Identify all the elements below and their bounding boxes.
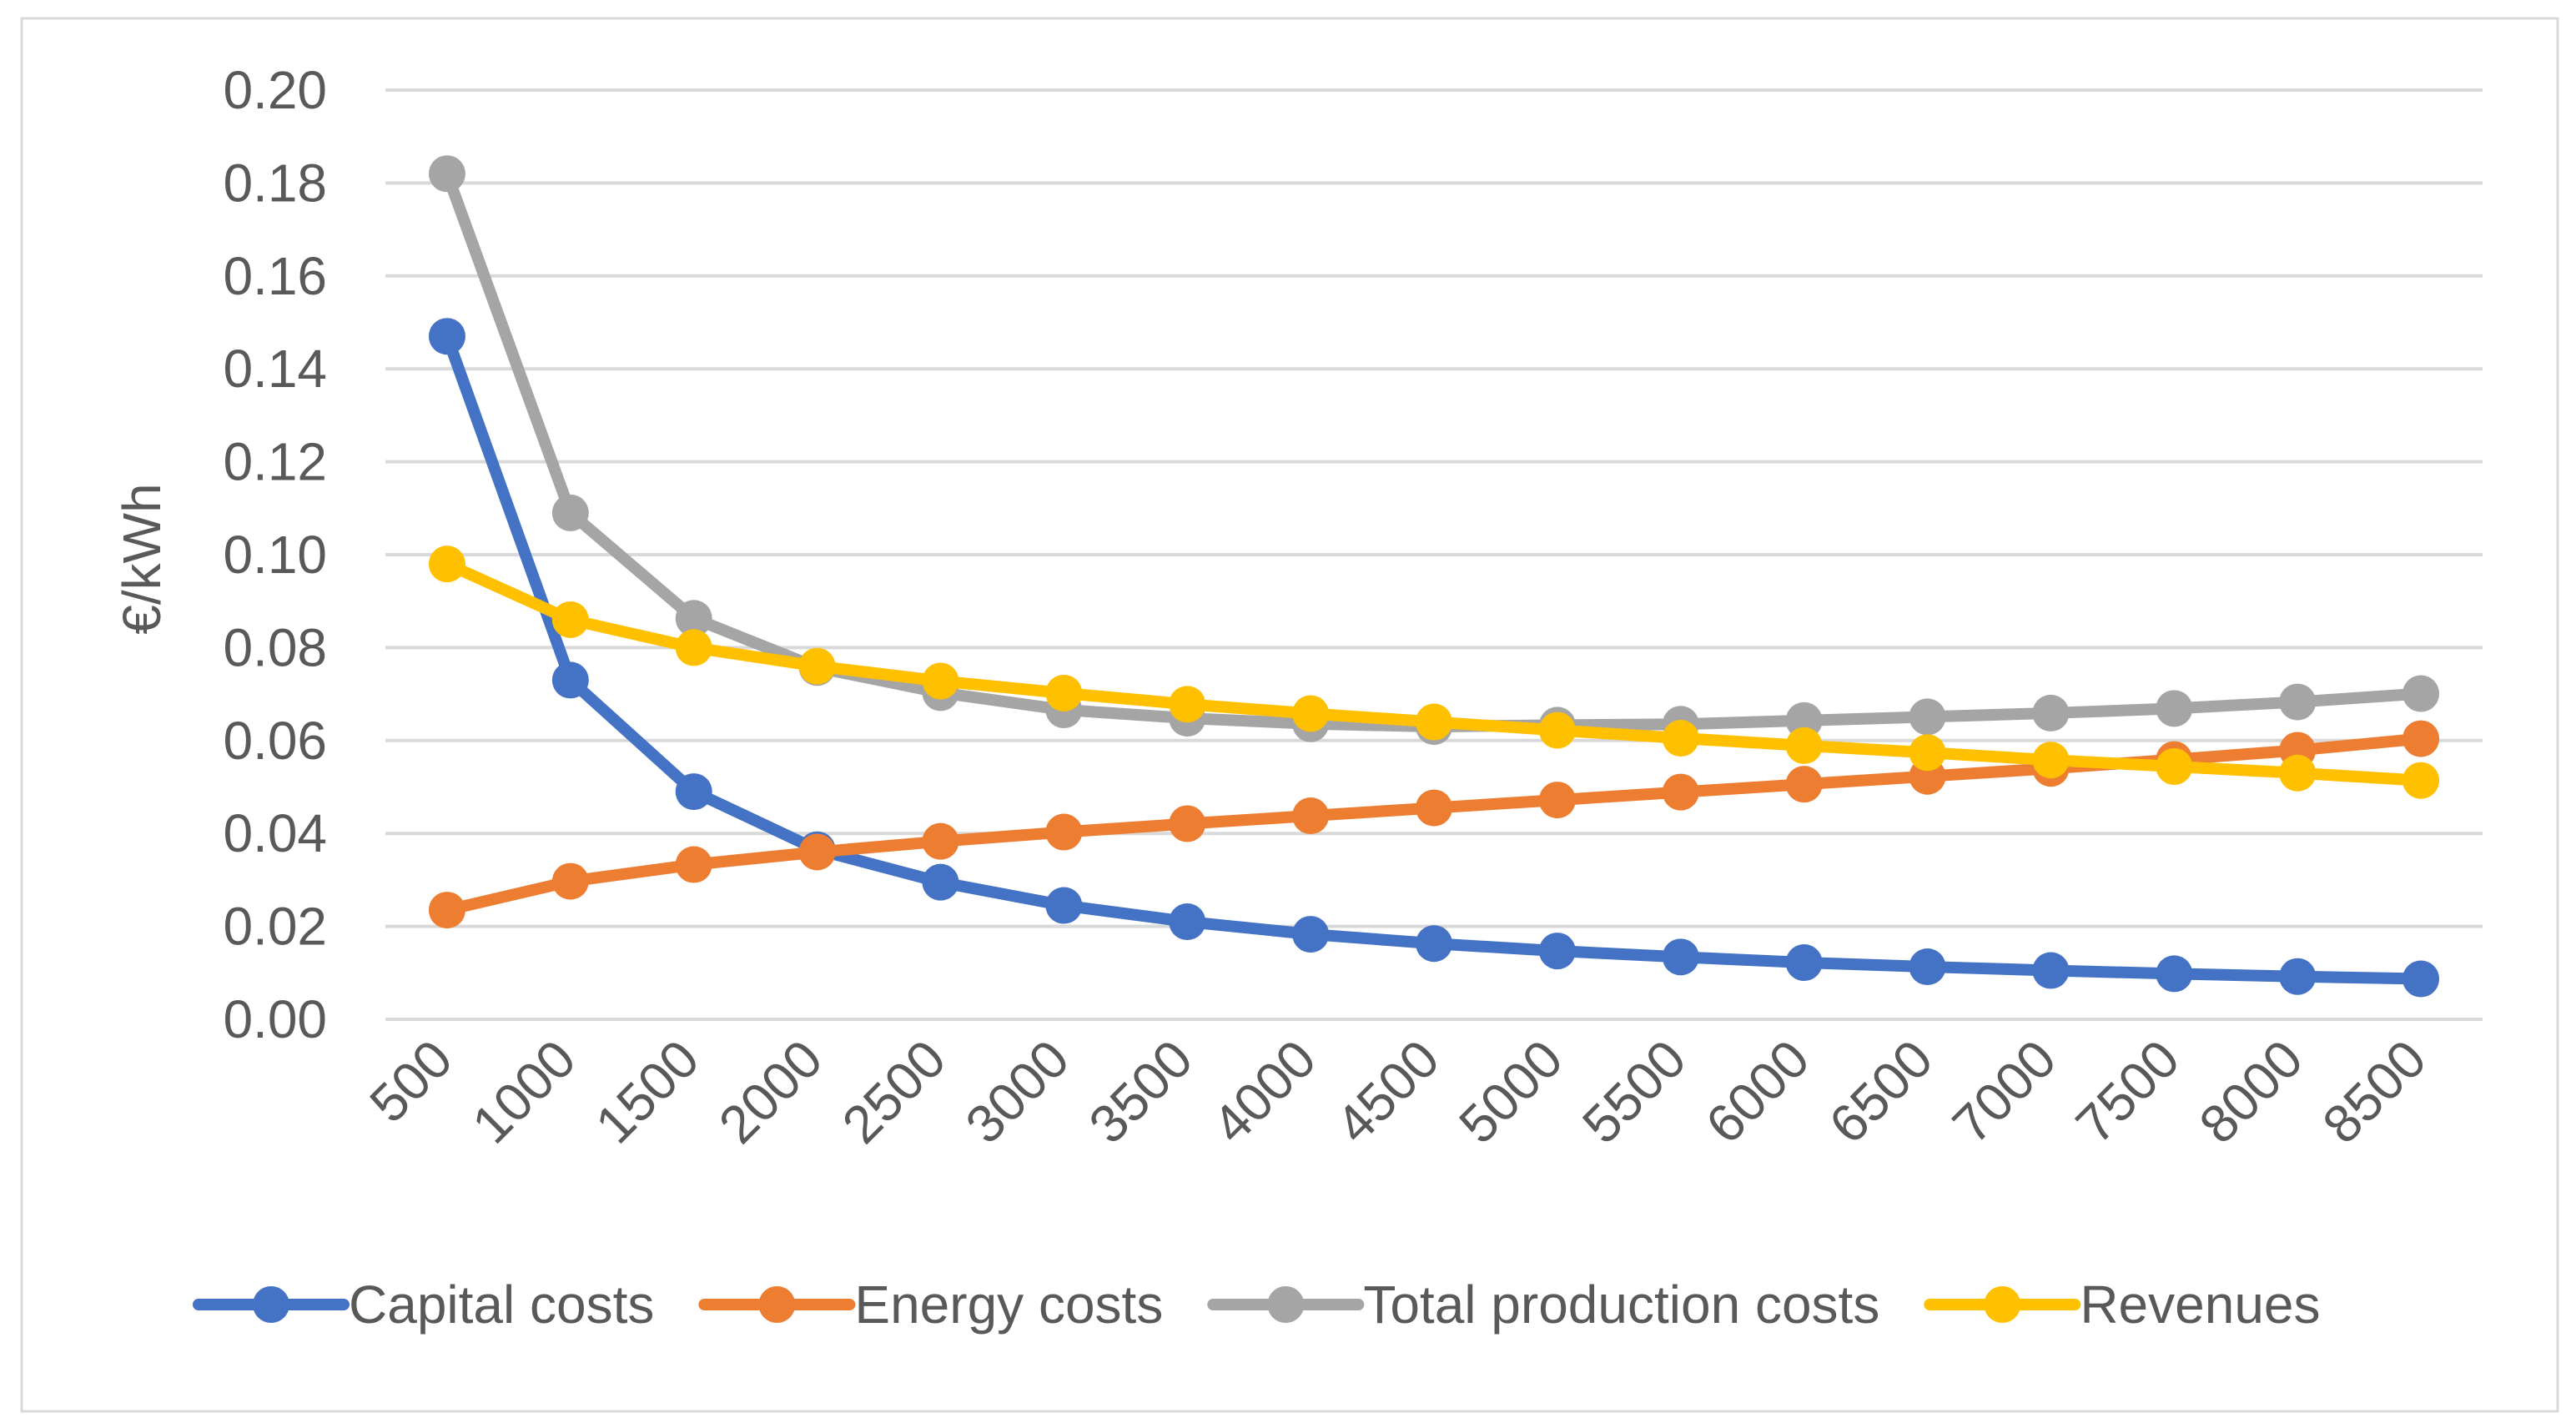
data-point <box>2156 747 2193 785</box>
data-point <box>675 773 712 811</box>
y-tick-label: 0.02 <box>223 897 327 957</box>
data-point <box>2032 952 2070 989</box>
data-point <box>1416 703 1452 741</box>
data-point <box>2402 960 2440 998</box>
legend-label: Revenues <box>2080 1275 2320 1335</box>
y-axis-ticks: 0.00 0.02 0.04 0.06 0.08 0.10 0.12 0.14 0.16 0.18… <box>223 60 327 1049</box>
data-point <box>2156 690 2193 727</box>
legend-label: Total production costs <box>1363 1275 1879 1335</box>
series-revenues <box>428 546 2440 799</box>
legend-swatch-marker <box>758 1286 796 1323</box>
data-point <box>1662 720 1699 757</box>
data-point <box>1045 887 1083 924</box>
y-tick-label: 0.08 <box>223 617 327 677</box>
data-point <box>1785 701 1823 739</box>
data-point <box>1538 782 1576 819</box>
y-tick-label: 0.14 <box>223 339 327 399</box>
data-point <box>798 833 836 871</box>
y-tick-label: 0.00 <box>223 989 327 1049</box>
plot-area <box>428 155 2440 998</box>
legend-item: Capital costs <box>193 1275 654 1335</box>
y-tick-label: 0.16 <box>223 246 327 306</box>
y-tick-label: 0.10 <box>223 525 327 585</box>
data-point <box>1292 916 1330 953</box>
data-point <box>1785 727 1823 764</box>
data-point <box>2279 683 2317 721</box>
legend-swatch-marker <box>1267 1286 1305 1323</box>
data-point <box>1416 925 1452 963</box>
data-point <box>1909 734 1946 772</box>
data-point <box>2402 762 2440 799</box>
y-tick-label: 0.12 <box>223 432 327 492</box>
data-point <box>428 155 465 193</box>
data-point <box>2402 720 2440 757</box>
legend-item: Energy costs <box>698 1275 1163 1335</box>
y-tick-label: 0.18 <box>223 153 327 213</box>
data-point <box>1785 766 1823 803</box>
data-point <box>1662 938 1699 976</box>
data-point <box>1662 773 1699 811</box>
legend-swatch-marker <box>253 1286 289 1323</box>
data-point <box>1416 789 1452 827</box>
data-point <box>798 647 836 685</box>
data-point <box>1045 813 1083 851</box>
legend-item: Total production costs <box>1207 1275 1879 1335</box>
data-point <box>2032 742 2070 779</box>
data-point <box>675 846 712 883</box>
data-point <box>428 546 465 583</box>
data-point <box>1909 698 1946 736</box>
data-point <box>2279 754 2317 792</box>
data-point <box>1292 695 1330 732</box>
legend-label: Energy costs <box>854 1275 1163 1335</box>
legend: Capital costs Energy costs Total productio… <box>193 1275 2321 1335</box>
data-point <box>551 601 589 638</box>
data-point <box>1785 944 1823 982</box>
data-point <box>551 862 589 900</box>
data-point <box>1169 686 1206 723</box>
data-point <box>428 318 465 355</box>
legend-label: Capital costs <box>349 1275 654 1335</box>
series-capital-costs <box>428 318 2440 998</box>
data-point <box>2279 958 2317 995</box>
data-point <box>675 629 712 666</box>
y-tick-label: 0.06 <box>223 711 327 771</box>
data-point <box>1169 805 1206 842</box>
data-point <box>922 662 959 700</box>
data-point <box>551 494 589 531</box>
data-point <box>1169 903 1206 941</box>
y-tick-label: 0.04 <box>223 803 327 863</box>
legend-swatch-marker <box>1984 1286 2021 1323</box>
data-point <box>1909 948 1946 986</box>
data-point <box>2156 955 2193 993</box>
y-tick-label: 0.20 <box>223 60 327 120</box>
data-point <box>922 822 959 860</box>
data-point <box>2032 694 2070 732</box>
y-axis-label: €/kWh <box>112 483 172 634</box>
gridlines <box>385 88 2483 1021</box>
legend-item: Revenues <box>1924 1275 2321 1335</box>
data-point <box>428 892 465 929</box>
data-point <box>922 863 959 901</box>
data-point <box>1538 933 1576 970</box>
data-point <box>1045 674 1083 711</box>
data-point <box>551 661 589 699</box>
data-point <box>1292 797 1330 835</box>
data-point <box>1538 711 1576 749</box>
data-point <box>2402 675 2440 712</box>
data-point <box>675 600 712 637</box>
